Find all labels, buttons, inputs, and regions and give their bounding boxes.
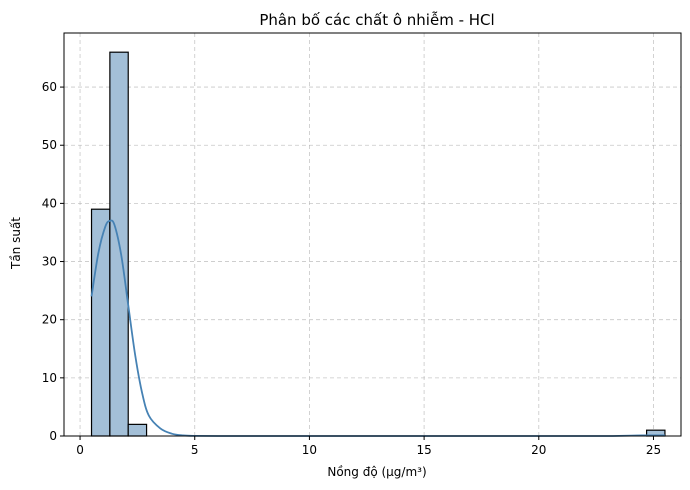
x-tick-label: 25: [646, 443, 661, 457]
x-tick-label: 15: [416, 443, 431, 457]
y-tick-label: 40: [42, 196, 57, 210]
histogram-bar: [127, 423, 148, 437]
plot-frame: [63, 32, 682, 437]
grid: [64, 33, 681, 437]
x-axis-label: Nồng độ (µg/m³): [327, 465, 426, 479]
x-tick-label: 20: [531, 443, 546, 457]
y-tick-label: 50: [42, 138, 57, 152]
kde-curve: [90, 219, 665, 437]
y-tick-label: 20: [42, 313, 57, 327]
x-tick-label: 5: [191, 443, 199, 457]
y-tick-label: 10: [42, 371, 57, 385]
x-axis-ticks: 0 5 10 15 20 25: [76, 436, 661, 457]
x-tick-label: 0: [76, 443, 84, 457]
y-tick-label: 60: [42, 80, 57, 94]
y-axis-ticks: 0 10 20 30 40 50 60: [42, 80, 64, 443]
y-tick-label: 30: [42, 255, 57, 269]
y-tick-label: 0: [49, 429, 57, 443]
y-axis-label: Tần suất: [9, 217, 23, 270]
bars: [90, 51, 666, 437]
chart-title: Phân bố các chất ô nhiễm - HCl: [259, 11, 494, 29]
x-tick-label: 10: [302, 443, 317, 457]
